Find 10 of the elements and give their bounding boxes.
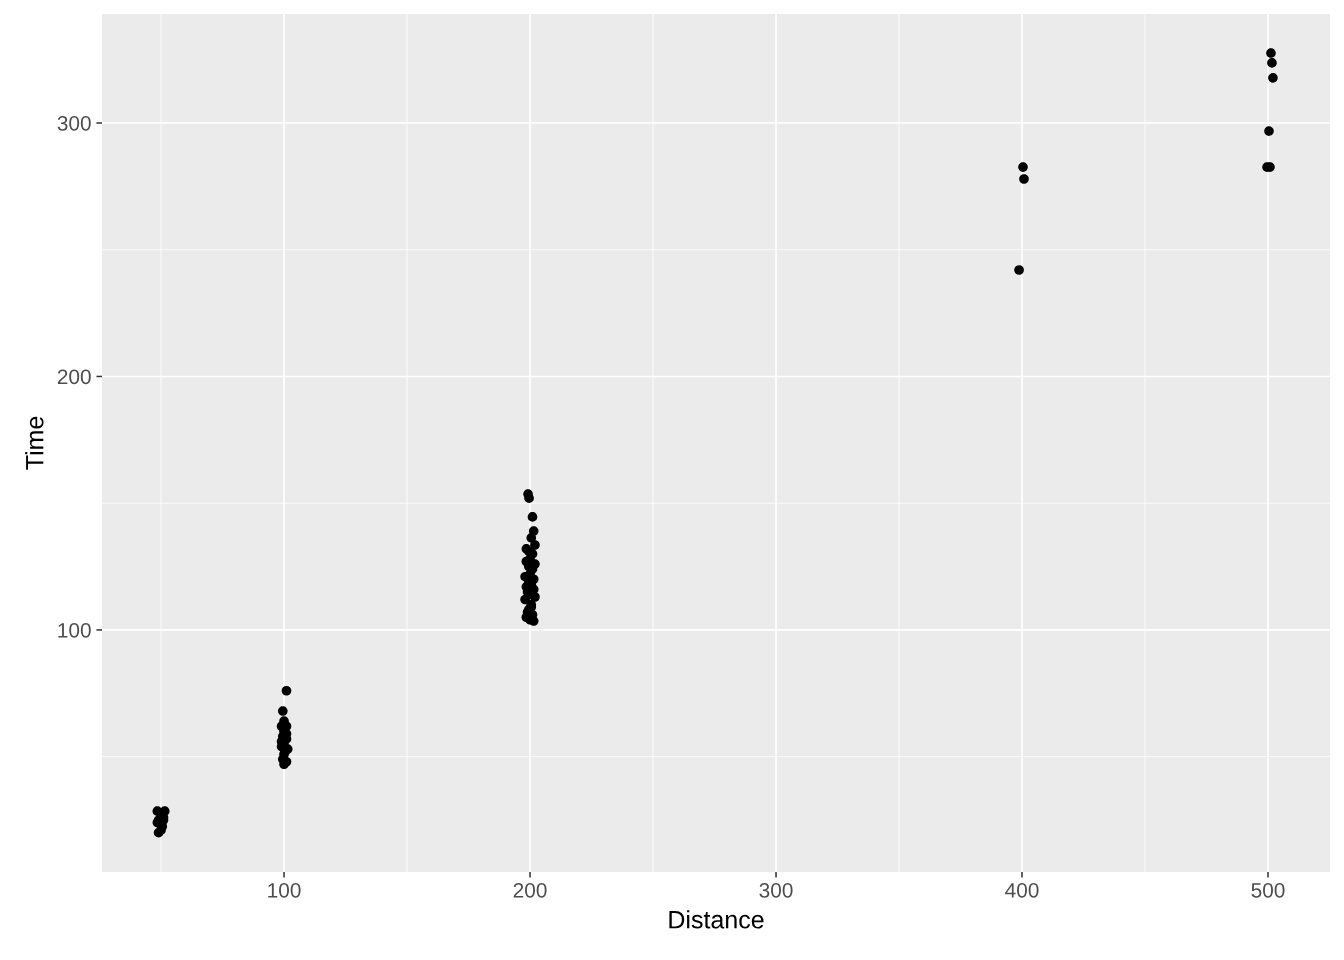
x-tick-label: 400	[1005, 882, 1039, 898]
y-tick-label: 100	[58, 622, 91, 638]
y-tick-label: 300	[57, 115, 91, 131]
y-tick-label: 200	[57, 369, 91, 385]
x-axis-title: Distance	[669, 910, 764, 929]
x-tick-label: 100	[268, 882, 301, 898]
x-tick-label: 200	[513, 882, 547, 898]
x-tick-label: 500	[1251, 882, 1285, 898]
y-axis-title: Time	[25, 416, 44, 470]
x-tick-label: 300	[759, 882, 793, 898]
